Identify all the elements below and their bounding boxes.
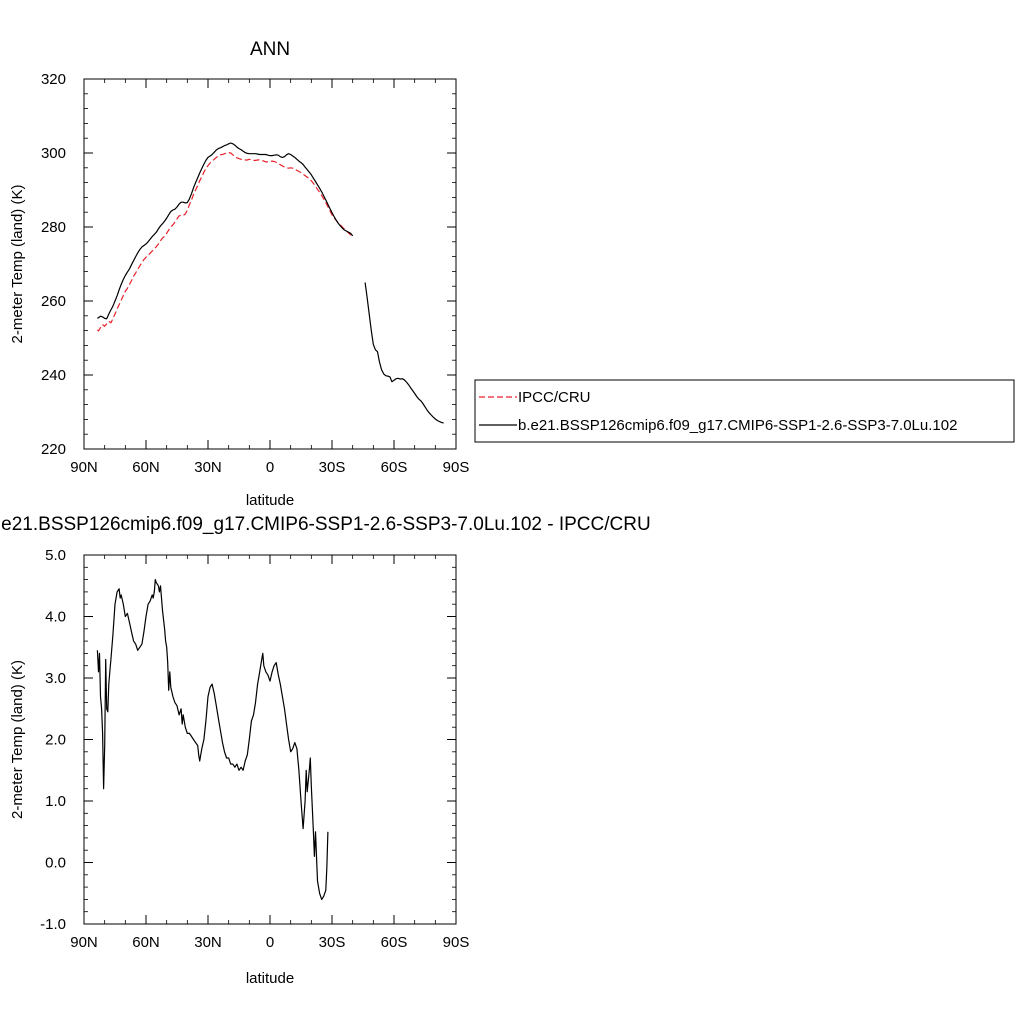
x-tick-label: 0 — [266, 459, 274, 476]
legend-label: IPCC/CRU — [518, 389, 591, 406]
y-tick-label: 260 — [41, 293, 66, 310]
y-tick-label: -1.0 — [40, 916, 66, 933]
y-tick-label: 5.0 — [45, 547, 66, 564]
chart-title: b.e21.BSSP126cmip6.f09_g17.CMIP6-SSP1-2.… — [0, 514, 651, 535]
y-tick-label: 240 — [41, 367, 66, 384]
y-tick-label: 280 — [41, 219, 66, 236]
x-axis-label: latitude — [246, 492, 294, 509]
plot-frame — [83, 554, 457, 925]
legend: IPCC/CRU b.e21.BSSP126cmip6.f09_g17.CMIP6… — [474, 379, 1015, 443]
legend-box — [474, 379, 1015, 443]
y-tick-label: 0.0 — [45, 855, 66, 872]
x-tick-label: 30S — [319, 934, 346, 951]
legend-label: b.e21.BSSP126cmip6.f09_g17.CMIP6-SSP1-2.… — [518, 417, 957, 434]
x-axis-label: latitude — [246, 970, 294, 987]
x-tick-label: 60N — [132, 934, 160, 951]
chart-1: ANN 90N 60N 30N 0 30S 60S 90S 220 240 260 280 300 320… — [9, 39, 1015, 509]
x-tick-label: 30N — [194, 459, 222, 476]
y-tick-label: 1.0 — [45, 793, 66, 810]
y-axis-label: 2-meter Temp (land) (K) — [9, 185, 26, 344]
y-tick-label: 4.0 — [45, 609, 66, 626]
chart-title: ANN — [250, 39, 290, 60]
series-line-1-segment-1 — [96, 578, 329, 901]
x-tick-label: 90N — [70, 934, 98, 951]
x-tick-label: 30S — [319, 459, 346, 476]
x-tick-label: 90N — [70, 459, 98, 476]
x-tick-label: 0 — [266, 934, 274, 951]
y-tick-label: 3.0 — [45, 670, 66, 687]
series-line-2-segment-1 — [97, 142, 354, 320]
x-tick-label: 30N — [194, 934, 222, 951]
y-tick-label: 320 — [41, 71, 66, 88]
x-tick-label: 60N — [132, 459, 160, 476]
chart-2: b.e21.BSSP126cmip6.f09_g17.CMIP6-SSP1-2.… — [0, 514, 651, 987]
y-tick-label: 2.0 — [45, 732, 66, 749]
x-tick-label: 60S — [381, 934, 408, 951]
series-line-2-segment-2 — [364, 282, 444, 424]
x-tick-label: 90S — [443, 459, 470, 476]
y-tick-label: 220 — [41, 441, 66, 458]
y-axis-label: 2-meter Temp (land) (K) — [9, 660, 26, 819]
x-tick-label: 90S — [443, 934, 470, 951]
series-line-1-segment-1 — [96, 152, 354, 332]
y-tick-label: 300 — [41, 145, 66, 162]
x-tick-label: 60S — [381, 459, 408, 476]
plot-frame — [83, 78, 457, 450]
